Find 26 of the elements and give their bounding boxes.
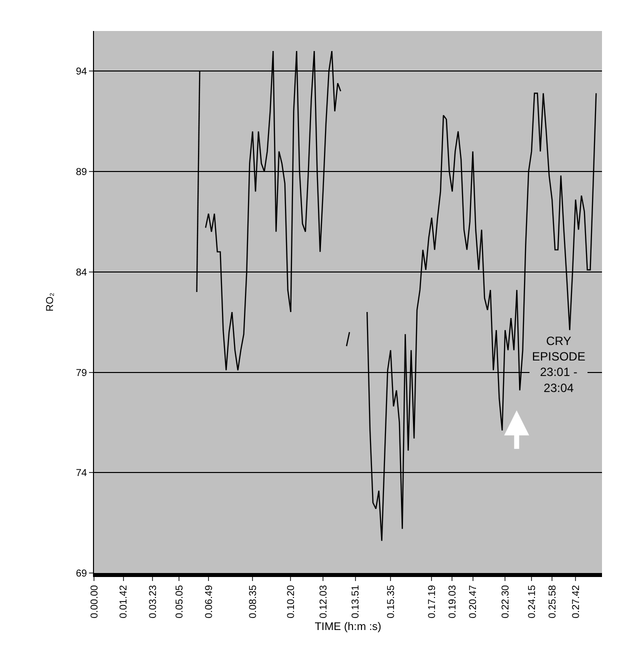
y-tick-label: 94 bbox=[76, 66, 88, 78]
y-tick-label: 89 bbox=[76, 167, 88, 178]
x-tick-label: 0.20.47 bbox=[468, 584, 480, 618]
annotation: CRY EPISODE 23:01 - 23:04 bbox=[532, 334, 586, 395]
x-tick-label: 0.03.23 bbox=[148, 584, 159, 618]
x-tick-label: 0.00.00 bbox=[89, 584, 100, 618]
x-tick-label: 0.01.42 bbox=[118, 584, 130, 618]
y-tick-label: 84 bbox=[76, 267, 88, 278]
y-tick-label: 69 bbox=[76, 568, 88, 580]
x-tick-label: 0.15.35 bbox=[386, 584, 397, 618]
x-tick-label: 0.27.42 bbox=[570, 584, 582, 618]
y-axis-title: RO₂ bbox=[44, 292, 56, 312]
y-tick-label: 74 bbox=[76, 468, 88, 480]
x-axis-title: TIME (h:m :s) bbox=[314, 621, 382, 634]
x-tick-label: 0.12.03 bbox=[318, 584, 330, 618]
x-tick-label: 0.06.49 bbox=[204, 584, 215, 618]
x-tick-label: 0.08.35 bbox=[248, 584, 259, 618]
x-tick-label: 0.10.20 bbox=[286, 584, 297, 618]
x-tick-label: 0.25.58 bbox=[547, 584, 558, 618]
y-tick-label: 79 bbox=[76, 368, 88, 379]
x-tick-label: 0.19.03 bbox=[447, 584, 458, 618]
x-tick-label: 0.24.15 bbox=[526, 584, 538, 618]
x-tick-label: 0.05.05 bbox=[174, 584, 186, 618]
x-tick-label: 0.22.30 bbox=[500, 584, 512, 618]
x-tick-label: 0.17.19 bbox=[426, 584, 438, 618]
x-tick-label: 0.13.51 bbox=[350, 584, 362, 618]
